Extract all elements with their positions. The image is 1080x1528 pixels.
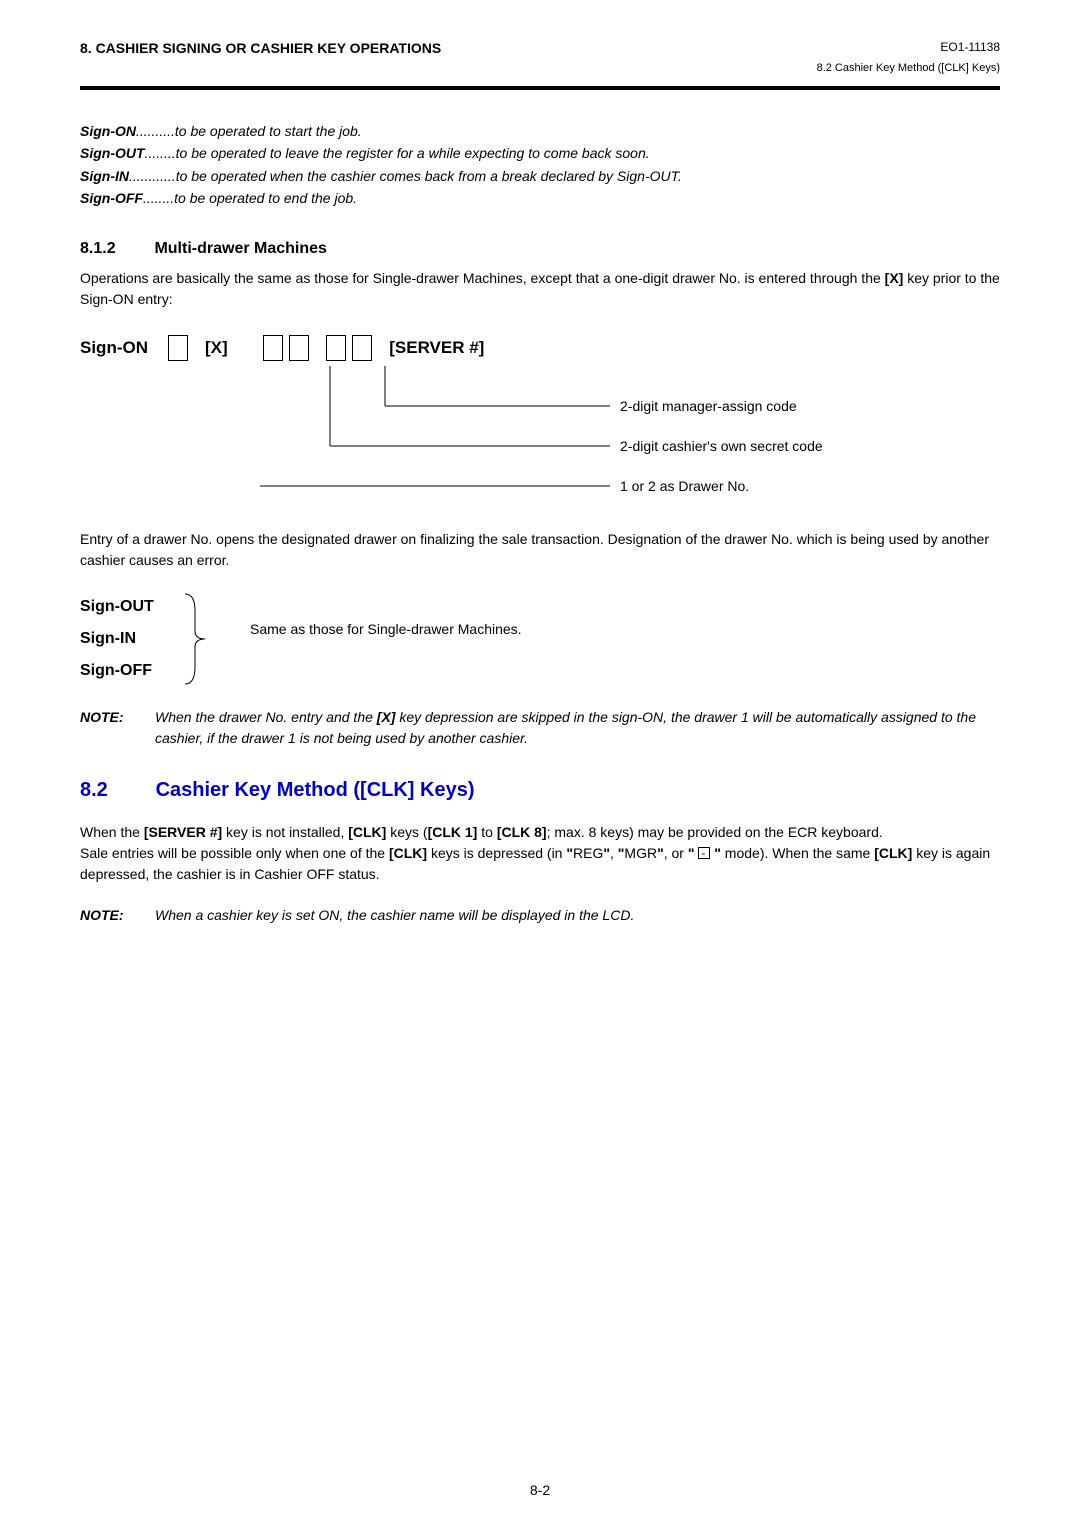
bracket-icon	[180, 591, 240, 687]
sign-def-desc: to be operated to start the job.	[175, 123, 362, 139]
callout-diagram: 1 or 2 as Drawer No. 2-digit cashier's o…	[260, 366, 960, 506]
section-82-heading: 8.2 Cashier Key Method ([CLK] Keys)	[80, 779, 1000, 802]
note-label: NOTE:	[80, 905, 155, 926]
entry-text: Entry of a drawer No. opens the designat…	[80, 529, 1000, 571]
sign-on-label: Sign-ON	[80, 338, 148, 358]
input-box	[352, 335, 372, 361]
sign-def-desc: to be operated when the cashier comes ba…	[176, 168, 682, 184]
sign-def-row: Sign-OUT........to be operated to leave …	[80, 142, 1000, 164]
box-group	[263, 335, 375, 361]
sign-def-label: Sign-OFF	[80, 190, 143, 206]
note-body: When a cashier key is set ON, the cashie…	[155, 905, 634, 926]
sign-def-dots: ........	[143, 190, 174, 206]
section-num: 8.2	[80, 779, 150, 802]
note-body: When the drawer No. entry and the [X] ke…	[155, 707, 1000, 749]
sign-def-label: Sign-OUT	[80, 145, 145, 161]
sign-on-diagram-row: Sign-ON [X] [SERVER #]	[80, 335, 1000, 361]
sign-def-label: Sign-ON	[80, 123, 136, 139]
note-label: NOTE:	[80, 707, 155, 749]
sign-def-dots: ............	[129, 168, 176, 184]
sign-def-row: Sign-IN............to be operated when t…	[80, 165, 1000, 187]
input-box	[326, 335, 346, 361]
section-82-body: When the [SERVER #] key is not installed…	[80, 822, 1000, 885]
input-box	[289, 335, 309, 361]
input-box	[263, 335, 283, 361]
key-x-label: [X]	[205, 338, 228, 358]
doc-number: EO1-11138	[817, 40, 1000, 54]
minus-box-icon	[698, 847, 710, 859]
sign-def-dots: ..........	[136, 123, 175, 139]
sign-def-row: Sign-ON..........to be operated to start…	[80, 120, 1000, 142]
sign-group: Sign-OUT Sign-IN Sign-OFF Same as those …	[80, 591, 1000, 687]
sign-definitions: Sign-ON..........to be operated to start…	[80, 120, 1000, 210]
header-subtitle: 8.2 Cashier Key Method ([CLK] Keys)	[817, 62, 1000, 74]
sign-def-label: Sign-IN	[80, 168, 129, 184]
page-number: 8-2	[0, 1482, 1080, 1498]
header-rule	[80, 86, 1000, 90]
section-title: Cashier Key Method ([CLK] Keys)	[156, 779, 475, 801]
multi-drawer-text: Operations are basically the same as tho…	[80, 268, 1000, 310]
subsection-heading: 8.1.2 Multi-drawer Machines	[80, 240, 1000, 258]
sign-def-desc: to be operated to end the job.	[174, 190, 357, 206]
note-2: NOTE: When a cashier key is set ON, the …	[80, 905, 1000, 926]
subsection-num: 8.1.2	[80, 240, 150, 258]
subsection-title: Multi-drawer Machines	[154, 240, 326, 257]
sign-def-desc: to be operated to leave the register for…	[176, 145, 650, 161]
sign-def-row: Sign-OFF........to be operated to end th…	[80, 187, 1000, 209]
sign-def-dots: ........	[145, 145, 176, 161]
diagram-label-3: 1 or 2 as Drawer No.	[620, 478, 749, 494]
header-right: EO1-11138 8.2 Cashier Key Method ([CLK] …	[817, 40, 1000, 74]
diagram-label-1: 2-digit manager-assign code	[620, 398, 797, 414]
input-box	[168, 335, 188, 361]
note-1: NOTE: When the drawer No. entry and the …	[80, 707, 1000, 749]
sign-group-desc: Same as those for Single-drawer Machines…	[250, 621, 522, 637]
diagram-label-2: 2-digit cashier's own secret code	[620, 438, 823, 454]
key-server-label: [SERVER #]	[389, 338, 484, 358]
